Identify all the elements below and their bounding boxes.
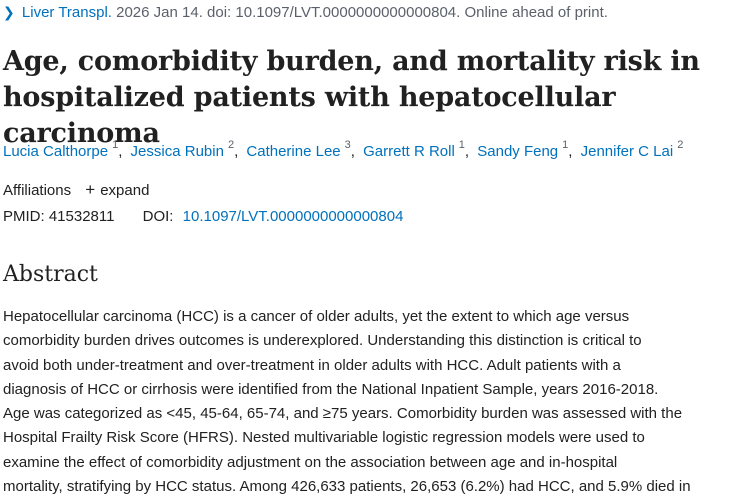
plus-icon: +	[85, 180, 96, 199]
author-link[interactable]: Sandy Feng	[477, 143, 559, 160]
expand-label: expand	[100, 182, 150, 199]
article-title: Age, comorbidity burden, and mortality r…	[3, 44, 747, 152]
abstract-line: Hospital Frailty Risk Score (HFRS). Nest…	[3, 429, 645, 447]
abstract-line: mortality, stratifying by HCC status. Am…	[3, 478, 691, 496]
author-affiliation-ref[interactable]: 2	[677, 139, 684, 151]
author-separator: ,	[568, 143, 573, 160]
citation-line: ❯ Liver Transpl. 2026 Jan 14. doi: 10.10…	[3, 4, 608, 21]
author-affiliation-ref[interactable]: 3	[344, 139, 351, 151]
affiliations-expand-button[interactable]: + expand	[85, 180, 150, 199]
abstract-text: Hepatocellular carcinoma (HCC) is a canc…	[3, 305, 747, 499]
pmid-value: 41532811	[48, 208, 115, 225]
journal-link[interactable]: Liver Transpl.	[21, 4, 112, 21]
author-separator: ,	[234, 143, 239, 160]
affiliations-row: Affiliations + expand	[3, 180, 149, 200]
author-link[interactable]: Catherine Lee	[246, 143, 341, 160]
author-affiliation-ref[interactable]: 2	[227, 139, 235, 151]
abstract-line: diagnosis of HCC or cirrhosis were ident…	[3, 380, 659, 398]
doi-link[interactable]: 10.1097/LVT.0000000000000804	[182, 208, 404, 225]
affiliations-label: Affiliations	[3, 182, 72, 199]
doi-label: DOI:	[142, 208, 174, 225]
chevron-right-icon[interactable]: ❯	[3, 4, 15, 20]
pmid-label: PMID:	[3, 208, 45, 225]
article-title-line-1: Age, comorbidity burden, and mortality r…	[3, 46, 700, 77]
abstract-line: Hepatocellular carcinoma (HCC) is a canc…	[3, 308, 630, 325]
abstract-line: comorbidity burden drives outcomes is un…	[3, 332, 642, 350]
author-link[interactable]: Jennifer C Lai	[580, 143, 674, 160]
author-separator: ,	[464, 143, 470, 160]
author-link[interactable]: Jessica Rubin	[130, 143, 224, 160]
author-separator: ,	[118, 143, 123, 160]
author-link[interactable]: Lucia Calthorpe	[3, 143, 109, 160]
author-separator: ,	[350, 143, 355, 160]
author-affiliation-ref[interactable]: 1	[562, 139, 569, 151]
authors-list: Lucia Calthorpe 1, Jessica Rubin 2, Cather…	[3, 139, 684, 160]
abstract-line: examine the effect of comorbidity adjust…	[3, 453, 618, 471]
abstract-heading: Abstract	[3, 262, 98, 287]
author-affiliation-ref[interactable]: 1	[112, 139, 119, 151]
article-title-line-2: hospitalized patients with hepatocellula…	[3, 82, 616, 149]
abstract-line: avoid both under-treatment and over-trea…	[3, 356, 621, 374]
identifiers-row: PMID: 41532811 DOI: 10.1097/LVT.00000000…	[3, 208, 403, 225]
citation-details: 2026 Jan 14. doi: 10.1097/LVT.0000000000…	[116, 4, 608, 21]
author-link[interactable]: Garrett R Roll	[363, 143, 455, 160]
author-affiliation-ref[interactable]: 1	[458, 139, 465, 151]
abstract-line: Age was categorized as <45, 45-64, 65-74…	[3, 405, 683, 423]
